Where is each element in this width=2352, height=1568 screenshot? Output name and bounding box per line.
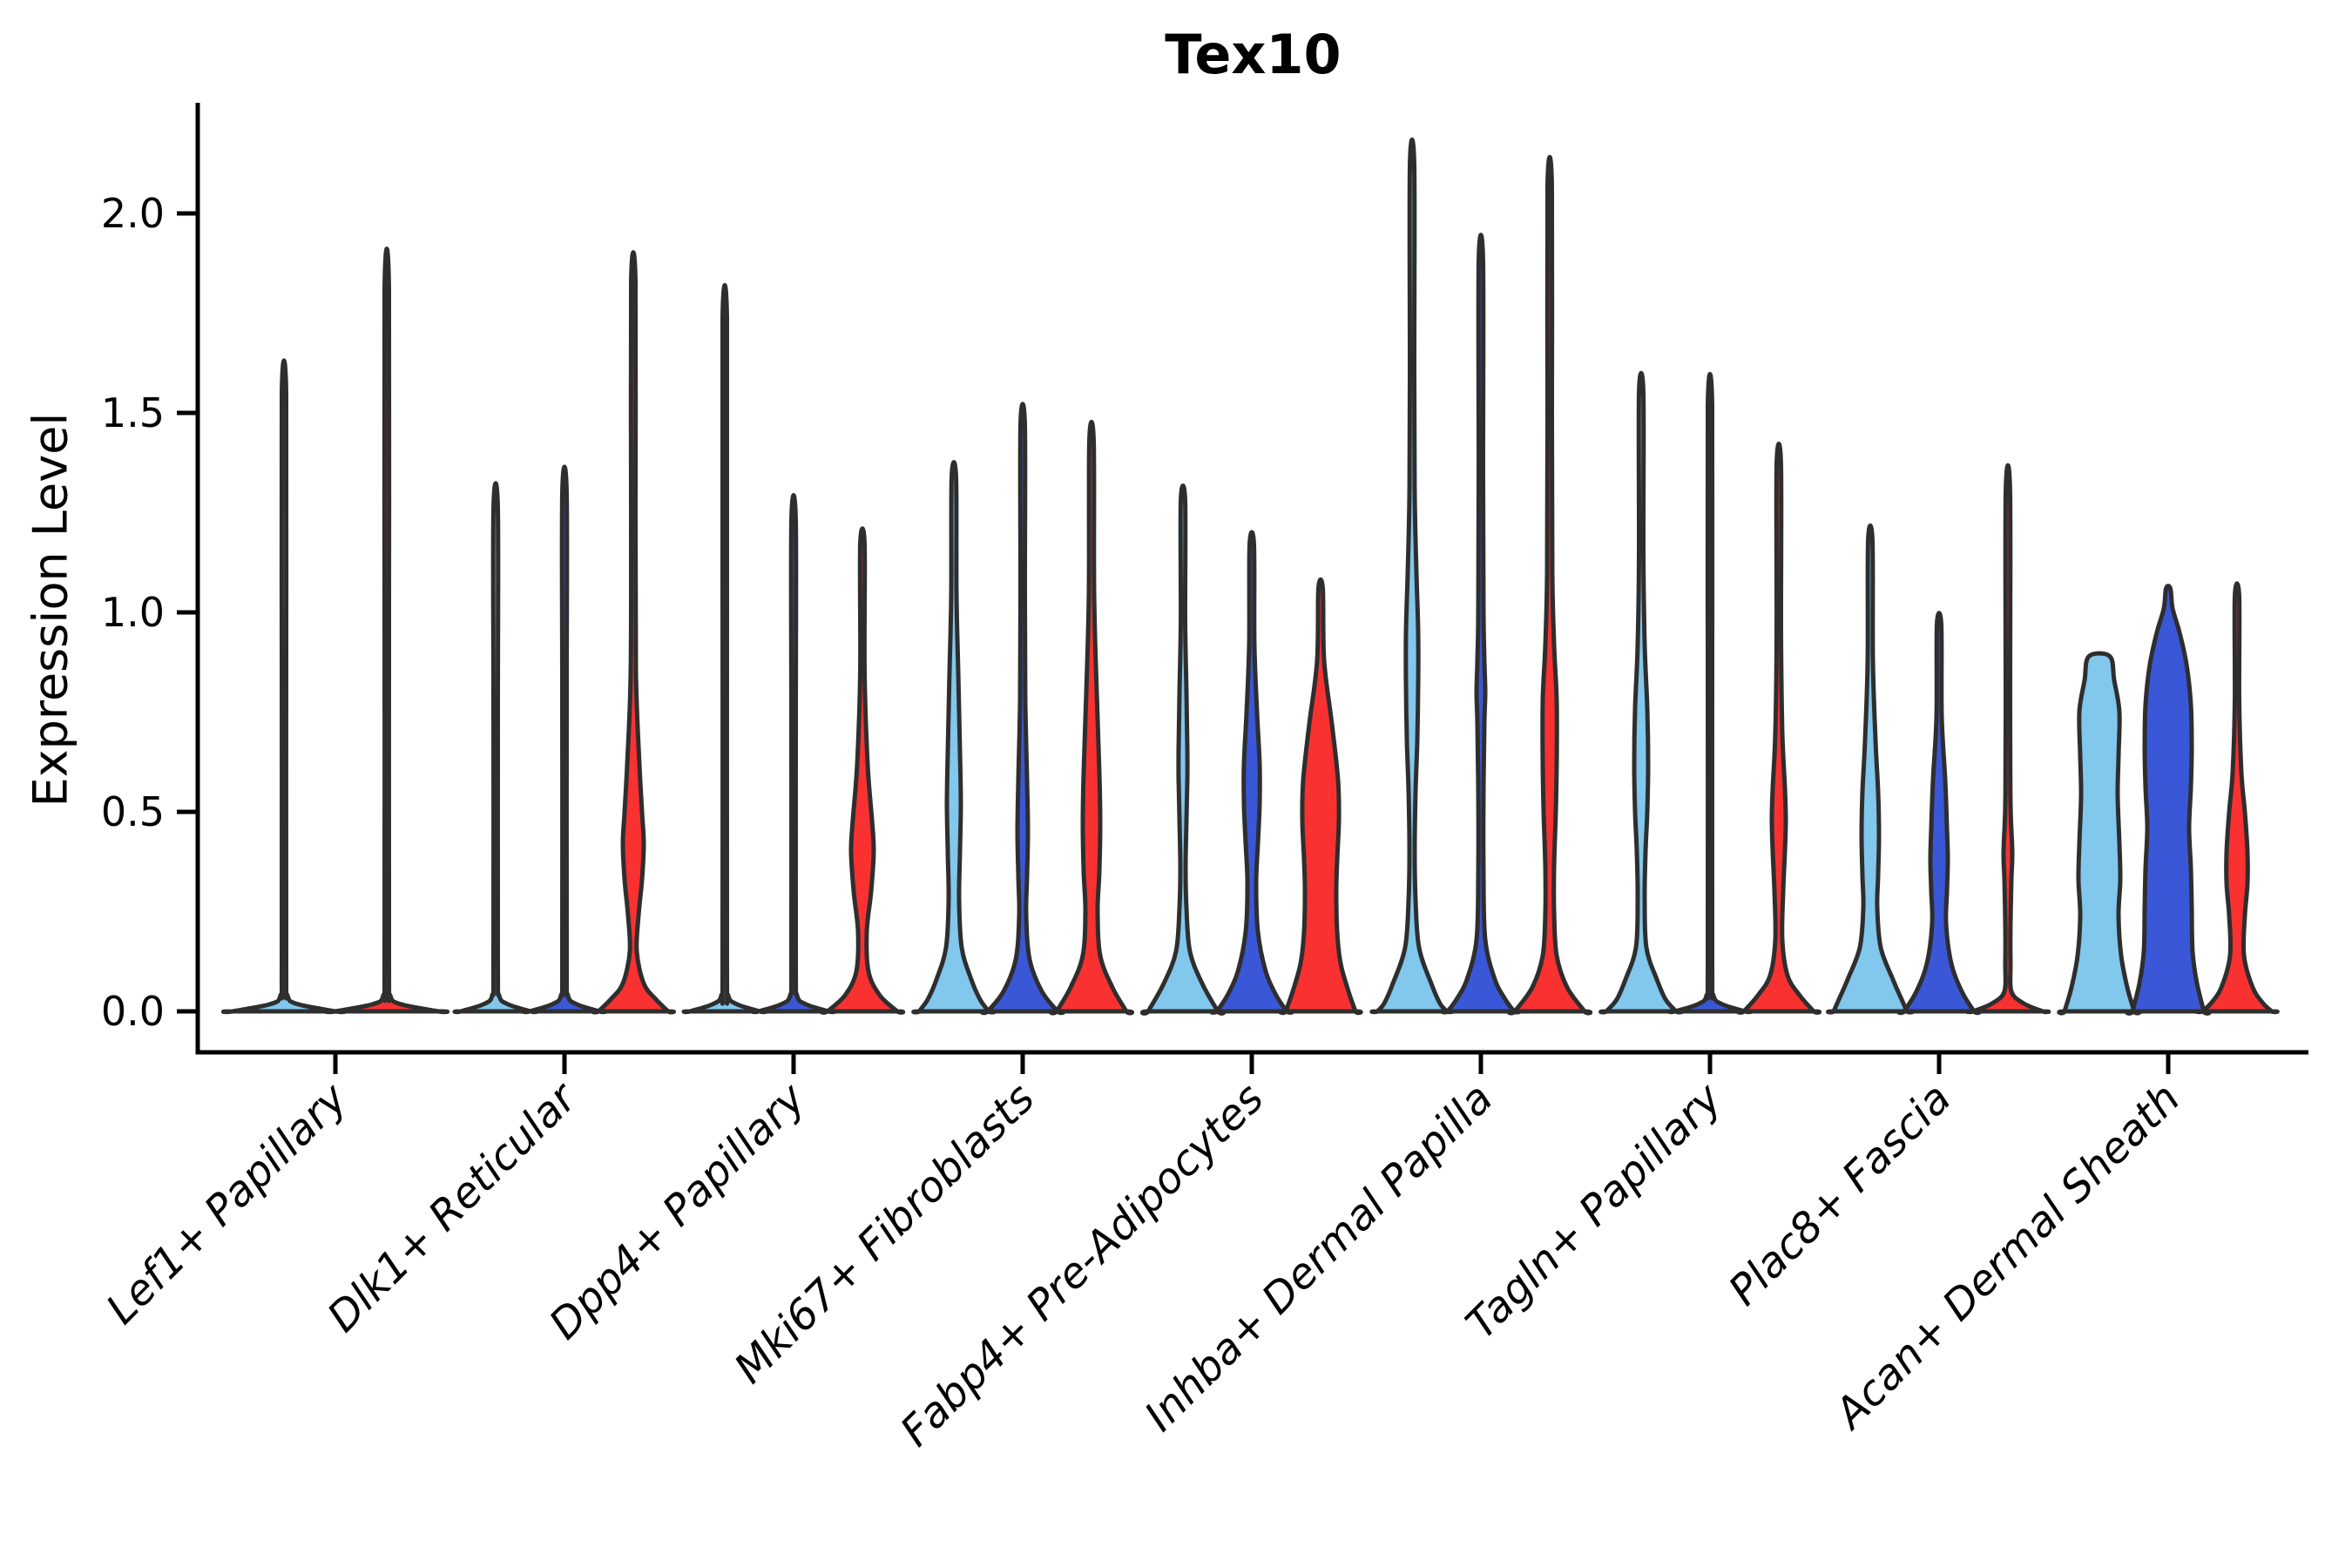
y-tick-label: 2.0: [101, 190, 165, 237]
violin-9-red: [2194, 581, 2280, 1015]
violin-7-dark_blue: [1666, 371, 1754, 1015]
x-tick-label: Plac8+ Fascia: [1720, 1074, 1961, 1315]
violin-1-red: [323, 247, 450, 1015]
violin-3-light_blue: [681, 283, 768, 1015]
violin-3-dark_blue: [750, 492, 837, 1015]
violin-4-light_blue: [911, 460, 997, 1015]
chart-title: Tex10: [1165, 23, 1342, 86]
axis-spines: [195, 103, 2308, 1055]
violin-6-red: [1506, 154, 1593, 1016]
x-tick-label: Dlk1+ Reticular: [318, 1072, 588, 1342]
y-tick-label: 0.5: [101, 788, 165, 835]
violin-3-red: [819, 526, 906, 1015]
violin-8-red: [1964, 463, 2051, 1015]
violin-8-dark_blue: [1896, 611, 1982, 1016]
violin-4-dark_blue: [979, 402, 1066, 1016]
violin-5-dark_blue: [1209, 530, 1294, 1015]
violin-8-light_blue: [1826, 523, 1915, 1015]
y-tick-label: 1.5: [101, 389, 165, 436]
violin-7-light_blue: [1598, 371, 1684, 1015]
x-tick-label: Dpp4+ Papillary: [540, 1073, 815, 1348]
violin-9-light_blue: [2057, 651, 2142, 1016]
violin-1-light_blue: [220, 358, 348, 1015]
y-tick-label: 1.0: [101, 589, 165, 636]
violin-7-red: [1735, 442, 1822, 1015]
violin-6-dark_blue: [1440, 233, 1522, 1015]
violin-2-light_blue: [452, 481, 539, 1015]
violin-9-dark_blue: [2125, 584, 2212, 1016]
x-tick-label: Lef1+ Papillary: [97, 1073, 357, 1334]
violin-2-red: [591, 250, 676, 1015]
violin-5-light_blue: [1139, 483, 1227, 1016]
x-tick-label: Fabp4+ Pre-Adipocytes: [891, 1074, 1274, 1456]
x-tick-label: Tagln+ Papillary: [1456, 1073, 1732, 1348]
violin-4-red: [1048, 419, 1135, 1016]
violin-2-dark_blue: [521, 464, 608, 1015]
y-tick-label: 0.0: [101, 988, 165, 1035]
violin-5-red: [1278, 577, 1363, 1016]
violin-6-light_blue: [1369, 137, 1455, 1015]
